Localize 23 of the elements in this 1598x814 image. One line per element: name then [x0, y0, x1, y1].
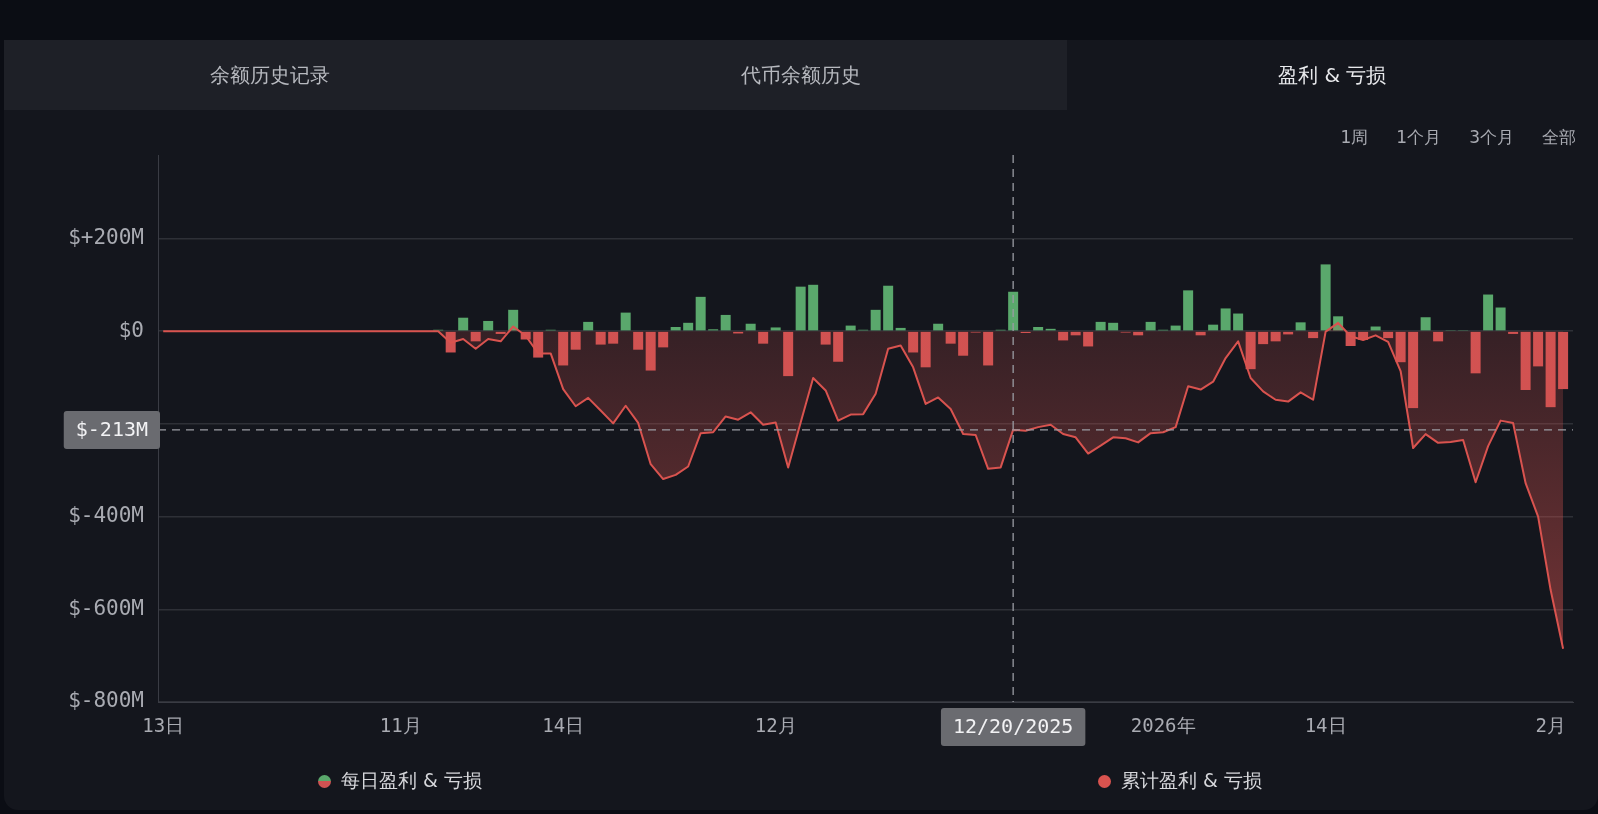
text: 3个月	[1469, 126, 1514, 149]
x-tick-label: 2月	[1535, 714, 1566, 737]
y-tick-label: $+200M	[68, 224, 144, 249]
legend-label: 每日盈利 & 亏损	[341, 768, 482, 793]
y-tick-label: $-400M	[68, 503, 144, 528]
legend-label: 累计盈利 & 亏损	[1121, 768, 1262, 793]
text: 余额历史记录	[4, 40, 536, 110]
x-tick-label: 13日	[142, 714, 185, 737]
text: 1个月	[1396, 126, 1442, 149]
text: 全部	[1542, 126, 1576, 149]
y-tick-label: $-800M	[68, 688, 144, 713]
text: 1周	[1340, 126, 1369, 149]
text: 代币余额历史	[535, 40, 1067, 110]
text: 盈利 & 亏损	[1066, 40, 1598, 110]
x-tick-label: 14日	[542, 714, 585, 737]
ref-line-label: 12/20/2025	[952, 714, 1074, 739]
x-tick-label: 14日	[1304, 714, 1347, 737]
ref-line-label: $-213M	[75, 417, 148, 442]
x-tick-label: 11月	[379, 714, 422, 737]
y-tick-label: $-600M	[68, 595, 144, 620]
y-tick-label: $0	[118, 317, 144, 342]
x-tick-label: 12月	[754, 714, 797, 737]
x-tick-label: 2026年	[1130, 714, 1196, 737]
